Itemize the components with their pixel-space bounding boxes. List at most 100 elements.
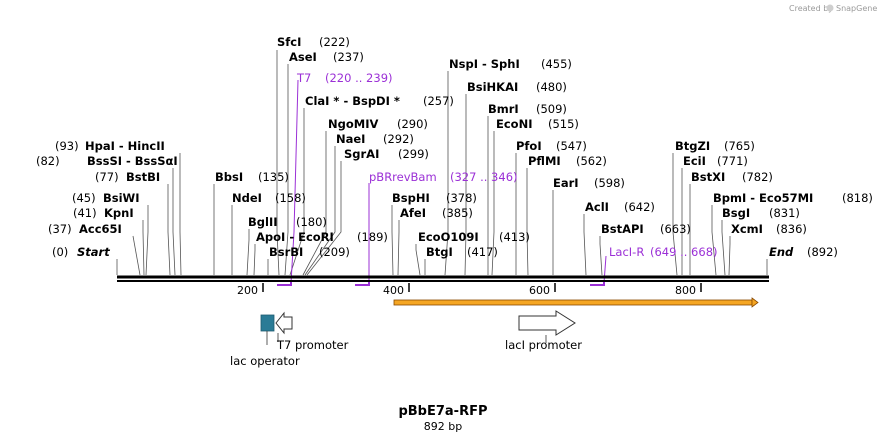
enzyme-bsihkai-label[interactable]: BsiHKAI	[467, 80, 518, 94]
laci-promoter-feature[interactable]	[518, 310, 576, 343]
end-label: End	[769, 245, 794, 259]
ruler-ticks	[262, 283, 702, 292]
primer-pbrrevbam-label[interactable]: pBRrevBam	[369, 170, 437, 184]
enzyme-eari-label[interactable]: EarI	[553, 176, 579, 190]
enzyme-bstbi-position: (77)	[95, 170, 119, 184]
enzyme-bsihkai-position: (480)	[536, 80, 567, 94]
laci-promoter-label: lacI promoter	[505, 338, 582, 352]
enzyme-pflmi-position: (562)	[576, 154, 607, 168]
plasmid-length: 892 bp	[424, 420, 462, 433]
primer-laci-r-range: (649 .. 668)	[650, 245, 718, 259]
enzyme-bstbi-label[interactable]: BstBI	[126, 170, 160, 184]
t7-promoter-feature[interactable]	[275, 311, 293, 342]
start-label: Start	[77, 245, 110, 259]
enzyme-bbsi-label[interactable]: BbsI	[215, 170, 243, 184]
enzyme-hpai-hincii-position: (93)	[55, 139, 79, 153]
enzyme-bstapi-position: (663)	[660, 222, 691, 236]
enzyme-afei-label[interactable]: AfeI	[400, 206, 426, 220]
enzyme-ecii-position: (771)	[717, 154, 748, 168]
enzyme-kpni-position: (41)	[73, 206, 97, 220]
enzyme-hpai-hincii-label[interactable]: HpaI - HincII	[85, 139, 165, 153]
watermark-text: Created by	[789, 4, 833, 13]
enzyme-apoi-ecori-position: (189)	[357, 230, 388, 244]
start-position: (0)	[52, 245, 68, 259]
enzyme-sfci-label[interactable]: SfcI	[277, 35, 301, 49]
enzyme-btgzi-label[interactable]: BtgZI	[675, 139, 710, 153]
enzyme-bsssi-bsss-i-position: (82)	[36, 154, 60, 168]
enzyme-xcmi-position: (836)	[776, 222, 807, 236]
enzyme-bglii-position: (180)	[296, 215, 327, 229]
enzyme-bsiwi-label[interactable]: BsiWI	[103, 191, 140, 205]
enzyme-kpni-label[interactable]: KpnI	[104, 206, 134, 220]
enzyme-bsrbi-label[interactable]: BsrBI	[269, 245, 303, 259]
enzyme-bsphi-label[interactable]: BspHI	[392, 191, 430, 205]
enzyme-nspi-sphi-label[interactable]: NspI - SphI	[449, 57, 520, 71]
enzyme-ecoo109i-label[interactable]: EcoO109I	[418, 230, 479, 244]
enzyme-cut-lines	[116, 50, 768, 276]
enzyme-bsiwi-position: (45)	[72, 191, 96, 205]
enzyme-econi-position: (515)	[548, 117, 579, 131]
enzyme-sgrai-position: (299)	[398, 147, 429, 161]
enzyme-acc65i-label[interactable]: Acc65I	[79, 222, 122, 236]
enzyme-pflmi-label[interactable]: PflMI	[528, 154, 561, 168]
enzyme-xcmi-label[interactable]: XcmI	[731, 222, 763, 236]
primer-t7-label[interactable]: T7	[296, 71, 311, 85]
enzyme-btgi-label[interactable]: BtgI	[426, 245, 453, 259]
enzyme-asei-position: (237)	[333, 50, 364, 64]
ruler-label-600: 600	[529, 284, 550, 297]
enzyme-naei-position: (292)	[383, 132, 414, 146]
enzyme-bmri-position: (509)	[536, 102, 567, 116]
enzyme-ecoo109i-position: (413)	[499, 230, 530, 244]
snapgene-logo	[826, 4, 834, 12]
t7-promoter-label: T7 promoter	[276, 338, 349, 352]
enzyme-btgi-position: (417)	[467, 245, 498, 259]
primer-pbrrevbam-range: (327 .. 346)	[450, 170, 518, 184]
enzyme-clai-bspdi-label[interactable]: ClaI * - BspDI *	[305, 94, 400, 108]
enzyme-bsphi-position: (378)	[446, 191, 477, 205]
primer-laci-r-label[interactable]: LacI-R	[609, 245, 644, 259]
enzyme-clai-bspdi-position: (257)	[423, 94, 454, 108]
enzyme-naei-label[interactable]: NaeI	[336, 132, 365, 146]
end-position: (892)	[807, 245, 838, 259]
enzyme-acc65i-position: (37)	[48, 222, 72, 236]
enzyme-econi-label[interactable]: EcoNI	[496, 117, 532, 131]
ruler-label-200: 200	[237, 284, 258, 297]
enzyme-bmri-label[interactable]: BmrI	[488, 102, 519, 116]
enzyme-apoi-ecori-label[interactable]: ApoI - EcoRI	[256, 230, 334, 244]
enzyme-sfci-position: (222)	[319, 35, 350, 49]
enzyme-bglii-label[interactable]: BglII	[248, 215, 278, 229]
watermark-brand: SnapGene	[836, 4, 877, 13]
enzyme-bpmi-eco57mi-position: (818)	[842, 191, 873, 205]
enzyme-bsgi-label[interactable]: BsgI	[722, 206, 750, 220]
enzyme-asei-label[interactable]: AseI	[289, 50, 317, 64]
enzyme-bstxi-label[interactable]: BstXI	[691, 170, 725, 184]
enzyme-sgrai-label[interactable]: SgrAI	[344, 147, 379, 161]
primer-binding-marks	[277, 282, 605, 286]
enzyme-eari-position: (598)	[594, 176, 625, 190]
enzyme-bsrbi-position: (209)	[319, 245, 350, 259]
enzyme-afei-position: (385)	[442, 206, 473, 220]
ruler-label-800: 800	[675, 284, 696, 297]
enzyme-ndei-label[interactable]: NdeI	[232, 191, 262, 205]
enzyme-pfoi-label[interactable]: PfoI	[516, 139, 542, 153]
enzyme-labels: SfcI (222)AseI (237) ClaI * - BspDI * (257) N…	[36, 35, 873, 259]
enzyme-bsssi-bsss-i-label[interactable]: BssSI - BssSαI	[87, 154, 178, 168]
enzyme-bpmi-eco57mi-label[interactable]: BpmI - Eco57MI	[713, 191, 813, 205]
plasmid-title: pBbE7a-RFP	[398, 404, 487, 419]
enzyme-pfoi-position: (547)	[556, 139, 587, 153]
enzyme-bbsi-position: (135)	[258, 170, 289, 184]
enzyme-acli-position: (642)	[624, 200, 655, 214]
enzyme-ndei-position: (158)	[275, 191, 306, 205]
enzyme-ngomiv-label[interactable]: NgoMIV	[328, 117, 378, 131]
enzyme-bstapi-label[interactable]: BstAPI	[601, 222, 644, 236]
enzyme-acli-label[interactable]: AclI	[585, 200, 609, 214]
enzyme-nspi-sphi-position: (455)	[541, 57, 572, 71]
laci-orf-arrow[interactable]	[393, 297, 759, 308]
enzyme-btgzi-position: (765)	[724, 139, 755, 153]
enzyme-bsgi-position: (831)	[769, 206, 800, 220]
lac-operator-label: lac operator	[230, 354, 300, 368]
enzyme-ecii-label[interactable]: EciI	[683, 154, 706, 168]
lac-operator-feature[interactable]	[260, 314, 275, 345]
enzyme-bstxi-position: (782)	[742, 170, 773, 184]
